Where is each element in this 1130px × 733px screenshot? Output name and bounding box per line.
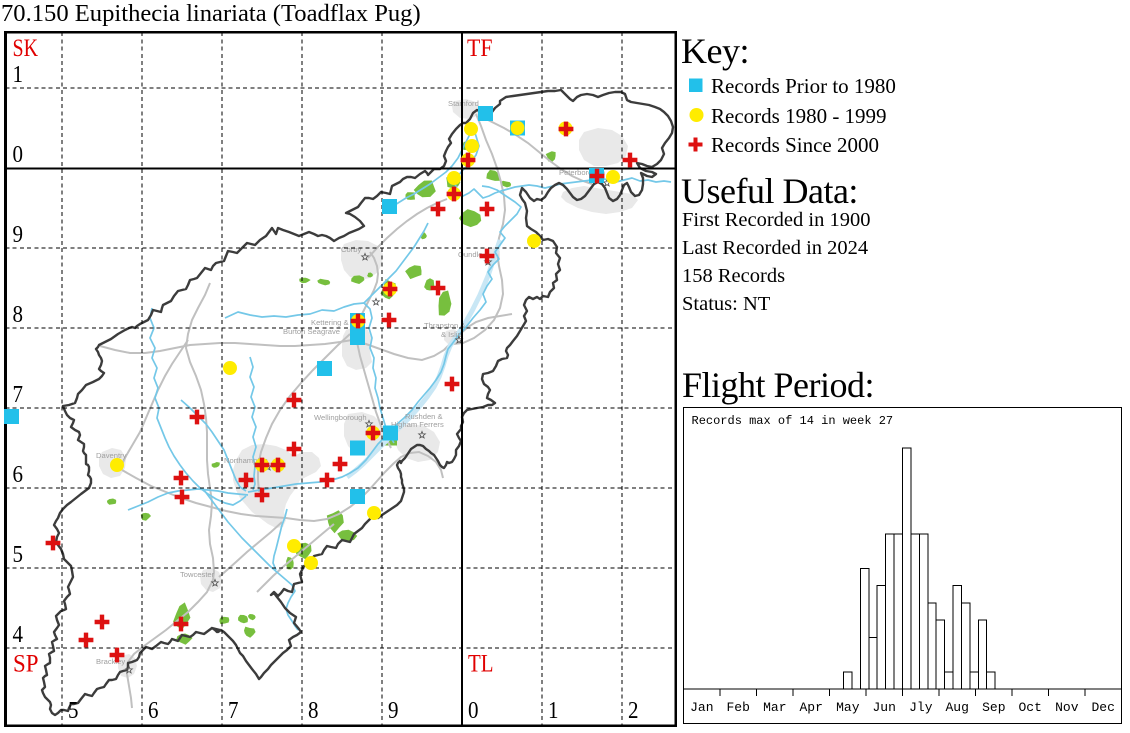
svg-text:1: 1 [548, 698, 559, 724]
svg-text:Burton Seagrave: Burton Seagrave [283, 327, 340, 336]
svg-text:Corby: Corby [341, 245, 361, 254]
svg-text:5: 5 [68, 698, 79, 724]
svg-text:Nov: Nov [1055, 700, 1079, 715]
svg-text:Oct: Oct [1018, 700, 1041, 715]
svg-text:0: 0 [13, 142, 24, 168]
svg-text:SK: SK [13, 35, 39, 62]
svg-text:May: May [836, 700, 860, 715]
svg-text:Towcester: Towcester [180, 570, 215, 579]
svg-text:Daventry: Daventry [96, 451, 127, 460]
svg-text:1: 1 [13, 62, 24, 88]
svg-text:Sep: Sep [982, 700, 1005, 715]
svg-text:Dec: Dec [1091, 700, 1114, 715]
svg-text:6: 6 [13, 462, 24, 488]
svg-text:Kettering &: Kettering & [311, 318, 349, 327]
svg-text:Oundle: Oundle [458, 250, 483, 259]
svg-text:Aug: Aug [945, 700, 968, 715]
svg-text:7: 7 [228, 698, 239, 724]
svg-text:Northampton: Northampton [224, 456, 268, 465]
svg-text:9: 9 [13, 222, 24, 248]
svg-text:Brackley: Brackley [96, 657, 125, 666]
svg-text:8: 8 [13, 302, 24, 328]
svg-text:9: 9 [388, 698, 399, 724]
svg-text:2: 2 [628, 698, 639, 724]
svg-text:& Islip: & Islip [441, 330, 462, 339]
svg-text:4: 4 [13, 622, 24, 648]
svg-text:Wellingborough: Wellingborough [314, 413, 367, 422]
svg-text:Records max of 14 in week 27: Records max of 14 in week 27 [692, 414, 894, 428]
svg-text:6: 6 [148, 698, 159, 724]
svg-text:Apr: Apr [799, 700, 822, 715]
svg-text:Mar: Mar [763, 700, 786, 715]
svg-text:Feb: Feb [726, 700, 749, 715]
svg-text:Stamford: Stamford [448, 99, 479, 108]
svg-text:Peterborough: Peterborough [559, 168, 605, 177]
svg-text:TL: TL [468, 651, 494, 678]
svg-text:Jun: Jun [872, 700, 895, 715]
svg-text:Jly: Jly [909, 700, 933, 715]
svg-text:Jan: Jan [690, 700, 713, 715]
svg-text:SP: SP [13, 651, 39, 678]
svg-text:Thrapston &: Thrapston & [424, 321, 465, 330]
svg-text:7: 7 [13, 382, 24, 408]
svg-text:8: 8 [308, 698, 319, 724]
svg-text:TF: TF [467, 35, 493, 62]
svg-text:Higham Ferrers: Higham Ferrers [391, 420, 444, 429]
svg-text:5: 5 [13, 542, 24, 568]
svg-text:Rushden &: Rushden & [405, 412, 443, 421]
svg-text:0: 0 [468, 698, 479, 724]
